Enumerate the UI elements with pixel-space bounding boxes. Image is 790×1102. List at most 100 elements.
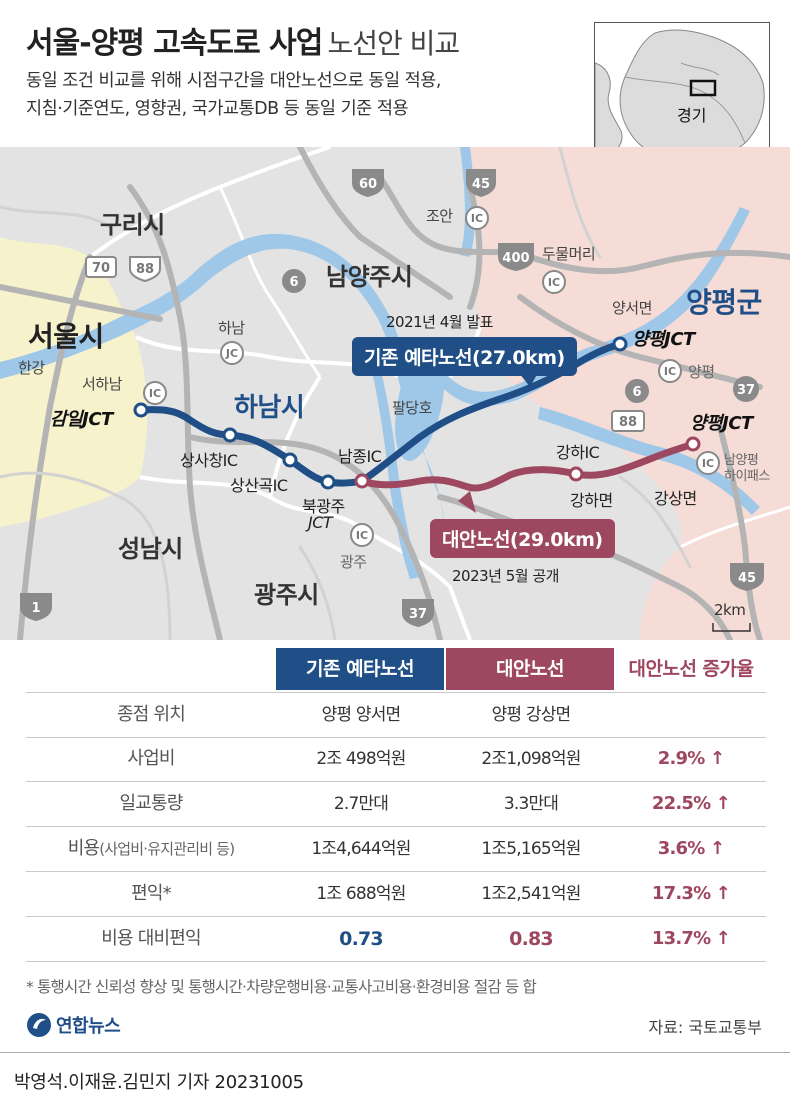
existing-route-callout: 기존 예타노선(27.0km) [352, 337, 577, 376]
ic-badge-gwangju: IC [350, 523, 374, 547]
table-row: 사업비 2조 498억원 2조1,098억원 2.9% ↑ [26, 737, 766, 782]
label-seongnam: 성남시 [118, 535, 183, 563]
route-sign-6-west: 6 [282, 269, 306, 293]
row-existing: 양평 양서면 [321, 705, 402, 725]
row-label-sub: (사업비·유지관리비 등) [99, 840, 235, 858]
label-seoul: 서울시 [28, 320, 104, 353]
label-hipass: 하이패스 [724, 469, 770, 484]
yonhap-logo-icon [27, 1013, 51, 1037]
label-guri: 구리시 [100, 211, 165, 239]
label-gamil-jct: 감일JCT [50, 409, 113, 430]
route-sign-400: 400 [498, 243, 534, 271]
node-gamil-jct [133, 402, 149, 418]
svg-text:IC: IC [664, 365, 676, 378]
source: 자료: 국토교통부 [648, 1018, 762, 1037]
row-increase: 2.9% ↑ [657, 748, 725, 769]
svg-text:400: 400 [502, 251, 529, 266]
row-label: 비용(사업비·유지관리비 등) [67, 838, 235, 859]
route-map: IC JC IC IC IC IC IC 60 45 400 6 70 88 6… [0, 147, 790, 640]
inset-label: 경기 [677, 106, 706, 125]
row-alternative: 3.3만대 [503, 794, 559, 814]
svg-text:70: 70 [92, 261, 110, 276]
label-yangpyeong-ic: 양평 [688, 363, 715, 381]
subtitle-line-2: 지침·기준연도, 영향권, 국가교통DB 등 동일 기준 적용 [26, 99, 409, 119]
row-label: 종점 위치 [117, 704, 186, 725]
page-title-sub: 노선안 비교 [327, 27, 460, 60]
row-label: 편익* [131, 883, 172, 904]
node-namjong-ic [354, 473, 370, 489]
svg-text:IC: IC [471, 212, 483, 225]
row-alternative: 0.83 [509, 928, 553, 950]
label-paldangho: 팔당호 [392, 399, 432, 417]
label-gangha-ic: 강하IC [556, 443, 600, 462]
label-yangseo: 양서면 [612, 299, 652, 317]
logo: 연합뉴스 [26, 1012, 121, 1038]
node-gangha-ic [568, 466, 584, 482]
svg-text:37: 37 [409, 607, 427, 622]
footnote: * 통행시간 신뢰성 향상 및 통행시간·차량운행비용·교통사고비용·환경비용 … [26, 978, 537, 996]
ic-badge-namyangpyeong: IC [696, 451, 720, 475]
label-yangpyeong-jct-existing: 양평JCT [632, 329, 695, 350]
row-label: 일교통량 [119, 793, 183, 814]
label-hanam-jc: 하남 [218, 319, 245, 337]
row-label: 비용 대비편익 [101, 928, 201, 949]
south-han-river [538, 407, 760, 515]
map-graphics: IC JC IC IC IC IC IC 60 45 400 6 70 88 6… [0, 147, 790, 640]
table-row: 종점 위치 양평 양서면 양평 강상면 [26, 692, 766, 738]
svg-text:88: 88 [619, 415, 637, 430]
row-alternative: 1조5,165억원 [481, 839, 581, 859]
label-hanam: 하남시 [234, 393, 305, 423]
route-sign-1: 1 [20, 593, 52, 621]
existing-route-note: 2021년 4월 발표 [386, 313, 493, 331]
label-gangsang-myeon: 강상면 [654, 489, 697, 508]
label-hangang: 한강 [18, 359, 45, 377]
route-sign-88-east: 88 [611, 410, 645, 432]
svg-text:IC: IC [702, 457, 714, 470]
jc-badge-hanam: JC [220, 341, 244, 365]
row-existing: 2조 498억원 [316, 749, 406, 769]
label-gangha-myeon: 강하면 [570, 491, 613, 510]
table-row: 비용 대비편익 0.73 0.83 13.7% ↑ [26, 917, 766, 962]
ic-badge-joan: IC [465, 206, 489, 230]
row-label: 사업비 [127, 748, 175, 769]
route-sign-45-south: 45 [730, 563, 764, 591]
node-yangpyeong-jct-existing [612, 336, 628, 352]
scale-label: 2km [714, 601, 746, 619]
row-increase: 17.3% ↑ [651, 883, 731, 904]
svg-text:88: 88 [136, 262, 154, 277]
label-sangsangok-ic: 상산곡IC [230, 476, 288, 495]
route-sign-60: 60 [352, 169, 384, 197]
svg-text:6: 6 [632, 385, 641, 400]
table-row: 편익* 1조 688억원 1조2,541억원 17.3% ↑ [26, 872, 766, 917]
ic-badge-yangpyeong: IC [658, 359, 682, 383]
alternative-route-callout: 대안노선(29.0km) [430, 519, 615, 558]
label-namjong-ic: 남종IC [338, 447, 382, 466]
route-sign-70: 70 [85, 256, 117, 278]
svg-text:6: 6 [289, 275, 298, 290]
svg-text:37: 37 [737, 383, 755, 398]
label-dumulmeori: 두물머리 [542, 245, 596, 263]
label-joan: 조안 [426, 207, 453, 225]
route-sign-88-west: 88 [129, 256, 161, 283]
node-sangsachang-ic [222, 427, 238, 443]
route-sign-45-north: 45 [466, 169, 496, 197]
label-namyangpyeong: 남양평 [724, 453, 759, 468]
route-sign-37-east: 37 [733, 376, 759, 402]
ic-badge-seohanam: IC [143, 381, 167, 405]
table-row: 비용(사업비·유지관리비 등) 1조4,644억원 1조5,165억원 3.6%… [26, 827, 766, 872]
svg-text:IC: IC [149, 387, 161, 400]
svg-text:1: 1 [31, 601, 40, 616]
node-sangsangok-ic [282, 452, 298, 468]
svg-text:JC: JC [225, 347, 238, 360]
logo-text: 연합뉴스 [56, 1016, 121, 1037]
ic-badge-dumulmeori: IC [542, 270, 566, 294]
label-sangsachang-ic: 상사창IC [180, 451, 238, 470]
label-seohanam: 서하남 [82, 375, 122, 393]
row-increase: 22.5% ↑ [651, 793, 731, 814]
label-bukgwangju-2: JCT [308, 513, 333, 532]
label-yangpyeong-gun: 양평군 [686, 286, 762, 319]
node-yangpyeong-jct-alt [685, 436, 701, 452]
svg-text:IC: IC [356, 529, 368, 542]
label-gwangju-city: 광주시 [254, 581, 319, 609]
